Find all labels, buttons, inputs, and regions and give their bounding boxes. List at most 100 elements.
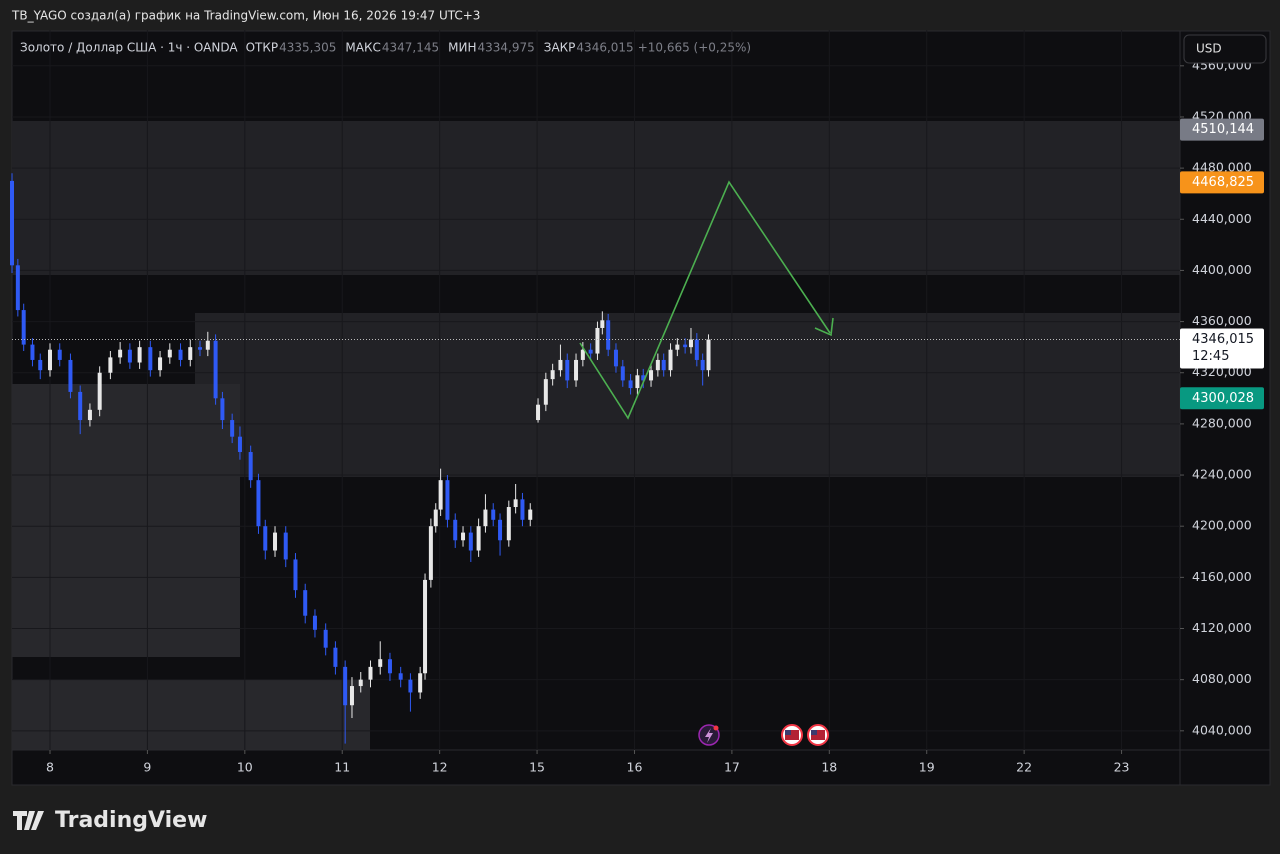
ohlc-value: 4347,145: [382, 41, 439, 55]
price-label-box: [1180, 118, 1264, 141]
ohlc-value: 4334,975: [477, 41, 534, 55]
ohlc-value: 4335,305: [279, 41, 336, 55]
zone: [12, 121, 1180, 275]
currency-button[interactable]: [1183, 34, 1267, 64]
candle-body: [649, 370, 654, 381]
candle-body: [205, 340, 210, 350]
candle-body: [661, 359, 666, 371]
y-tick-label: 4280,000: [1192, 415, 1252, 430]
candle-body: [688, 339, 693, 348]
candle-body: [528, 509, 533, 520]
price-label: 4346,015: [1192, 332, 1254, 347]
candle-body: [580, 349, 585, 360]
candle-body: [387, 659, 392, 674]
candle-body: [237, 436, 242, 453]
candle-body: [312, 615, 317, 630]
y-tick-label: 4160,000: [1192, 569, 1252, 584]
flag: [811, 730, 825, 740]
candle-body: [595, 327, 600, 354]
candle-body: [230, 420, 235, 437]
candle-body: [78, 391, 83, 421]
flag: [785, 730, 799, 740]
zone: [12, 680, 370, 750]
candle-body: [675, 344, 680, 350]
candle-body: [418, 673, 423, 693]
candle-body: [550, 370, 555, 380]
candle-body: [506, 507, 511, 541]
candle-body: [256, 480, 261, 527]
x-tick-label: 10: [237, 760, 253, 775]
candle-body: [683, 344, 688, 348]
candle-body: [273, 532, 278, 551]
x-tick-label: 18: [821, 760, 837, 775]
event-icon-glyph: [705, 728, 713, 743]
candle-body: [30, 344, 35, 360]
flag: [811, 730, 817, 735]
y-tick-label: 4080,000: [1192, 671, 1252, 686]
candle-body: [700, 359, 705, 371]
candle-body: [127, 349, 132, 363]
zone: [195, 313, 1180, 477]
candle-body: [248, 452, 253, 481]
author-line: TB_YAGO создал(а) график на TradingView.…: [11, 9, 480, 23]
y-tick-label: 4120,000: [1192, 620, 1252, 635]
candle-body: [333, 647, 338, 667]
candle-body: [641, 375, 646, 381]
x-tick-label: 23: [1114, 760, 1130, 775]
candle-body: [408, 679, 413, 693]
candle-body: [468, 532, 473, 551]
candle-body: [536, 404, 541, 421]
candle-body: [323, 629, 328, 648]
candle-body: [476, 526, 481, 551]
candle-body: [21, 310, 26, 345]
candle-body: [433, 509, 438, 527]
candle-body: [453, 519, 458, 541]
candle-body: [38, 359, 43, 371]
candle-body: [87, 409, 92, 421]
candle-body: [628, 380, 633, 389]
arrow-head: [814, 317, 834, 337]
y-tick-label: 4200,000: [1192, 518, 1252, 533]
y-tick-label: 4360,000: [1192, 313, 1252, 328]
x-tick-label: 19: [919, 760, 935, 775]
candle-body: [303, 590, 308, 616]
candle-body: [613, 349, 618, 367]
candle-body: [588, 349, 593, 354]
change-value: +10,665 (+0,25%): [638, 41, 751, 55]
candle-body: [428, 526, 433, 580]
y-tick-label: 4400,000: [1192, 262, 1252, 277]
price-countdown: 12:45: [1192, 349, 1229, 364]
candle-body: [461, 532, 466, 541]
zone: [12, 384, 240, 657]
x-tick-label: 17: [724, 760, 740, 775]
candle-body: [655, 359, 660, 371]
x-tick-label: 8: [46, 760, 54, 775]
candle-body: [283, 532, 288, 560]
candle-body: [349, 686, 354, 706]
price-label-box: [1180, 328, 1264, 369]
candle-body: [378, 659, 383, 667]
ohlc-name: ЗАКР: [544, 41, 576, 55]
ohlc-value: 4346,015: [576, 41, 633, 55]
candle-body: [574, 359, 579, 381]
flag: [785, 730, 791, 735]
projection-arrow: [579, 180, 831, 420]
candle-body: [47, 349, 52, 371]
candle-body: [543, 379, 548, 405]
x-tick-label: 11: [334, 760, 350, 775]
candle-body: [213, 340, 218, 399]
candle-body: [706, 339, 711, 371]
candle-body: [565, 359, 570, 381]
candle-body: [520, 499, 525, 520]
grid: [12, 30, 1180, 750]
brand-name: TradingView: [55, 808, 207, 833]
price-label-box: [1180, 171, 1264, 194]
ohlc-name: МАКС: [345, 41, 380, 55]
price-label: 4510,144: [1192, 122, 1254, 137]
y-tick-label: 4040,000: [1192, 722, 1252, 737]
symbol-title: Золото / Доллар США · 1ч · OANDA: [20, 41, 238, 55]
candle-body: [445, 480, 450, 520]
candle-body: [368, 666, 373, 680]
candle-body: [600, 320, 605, 328]
